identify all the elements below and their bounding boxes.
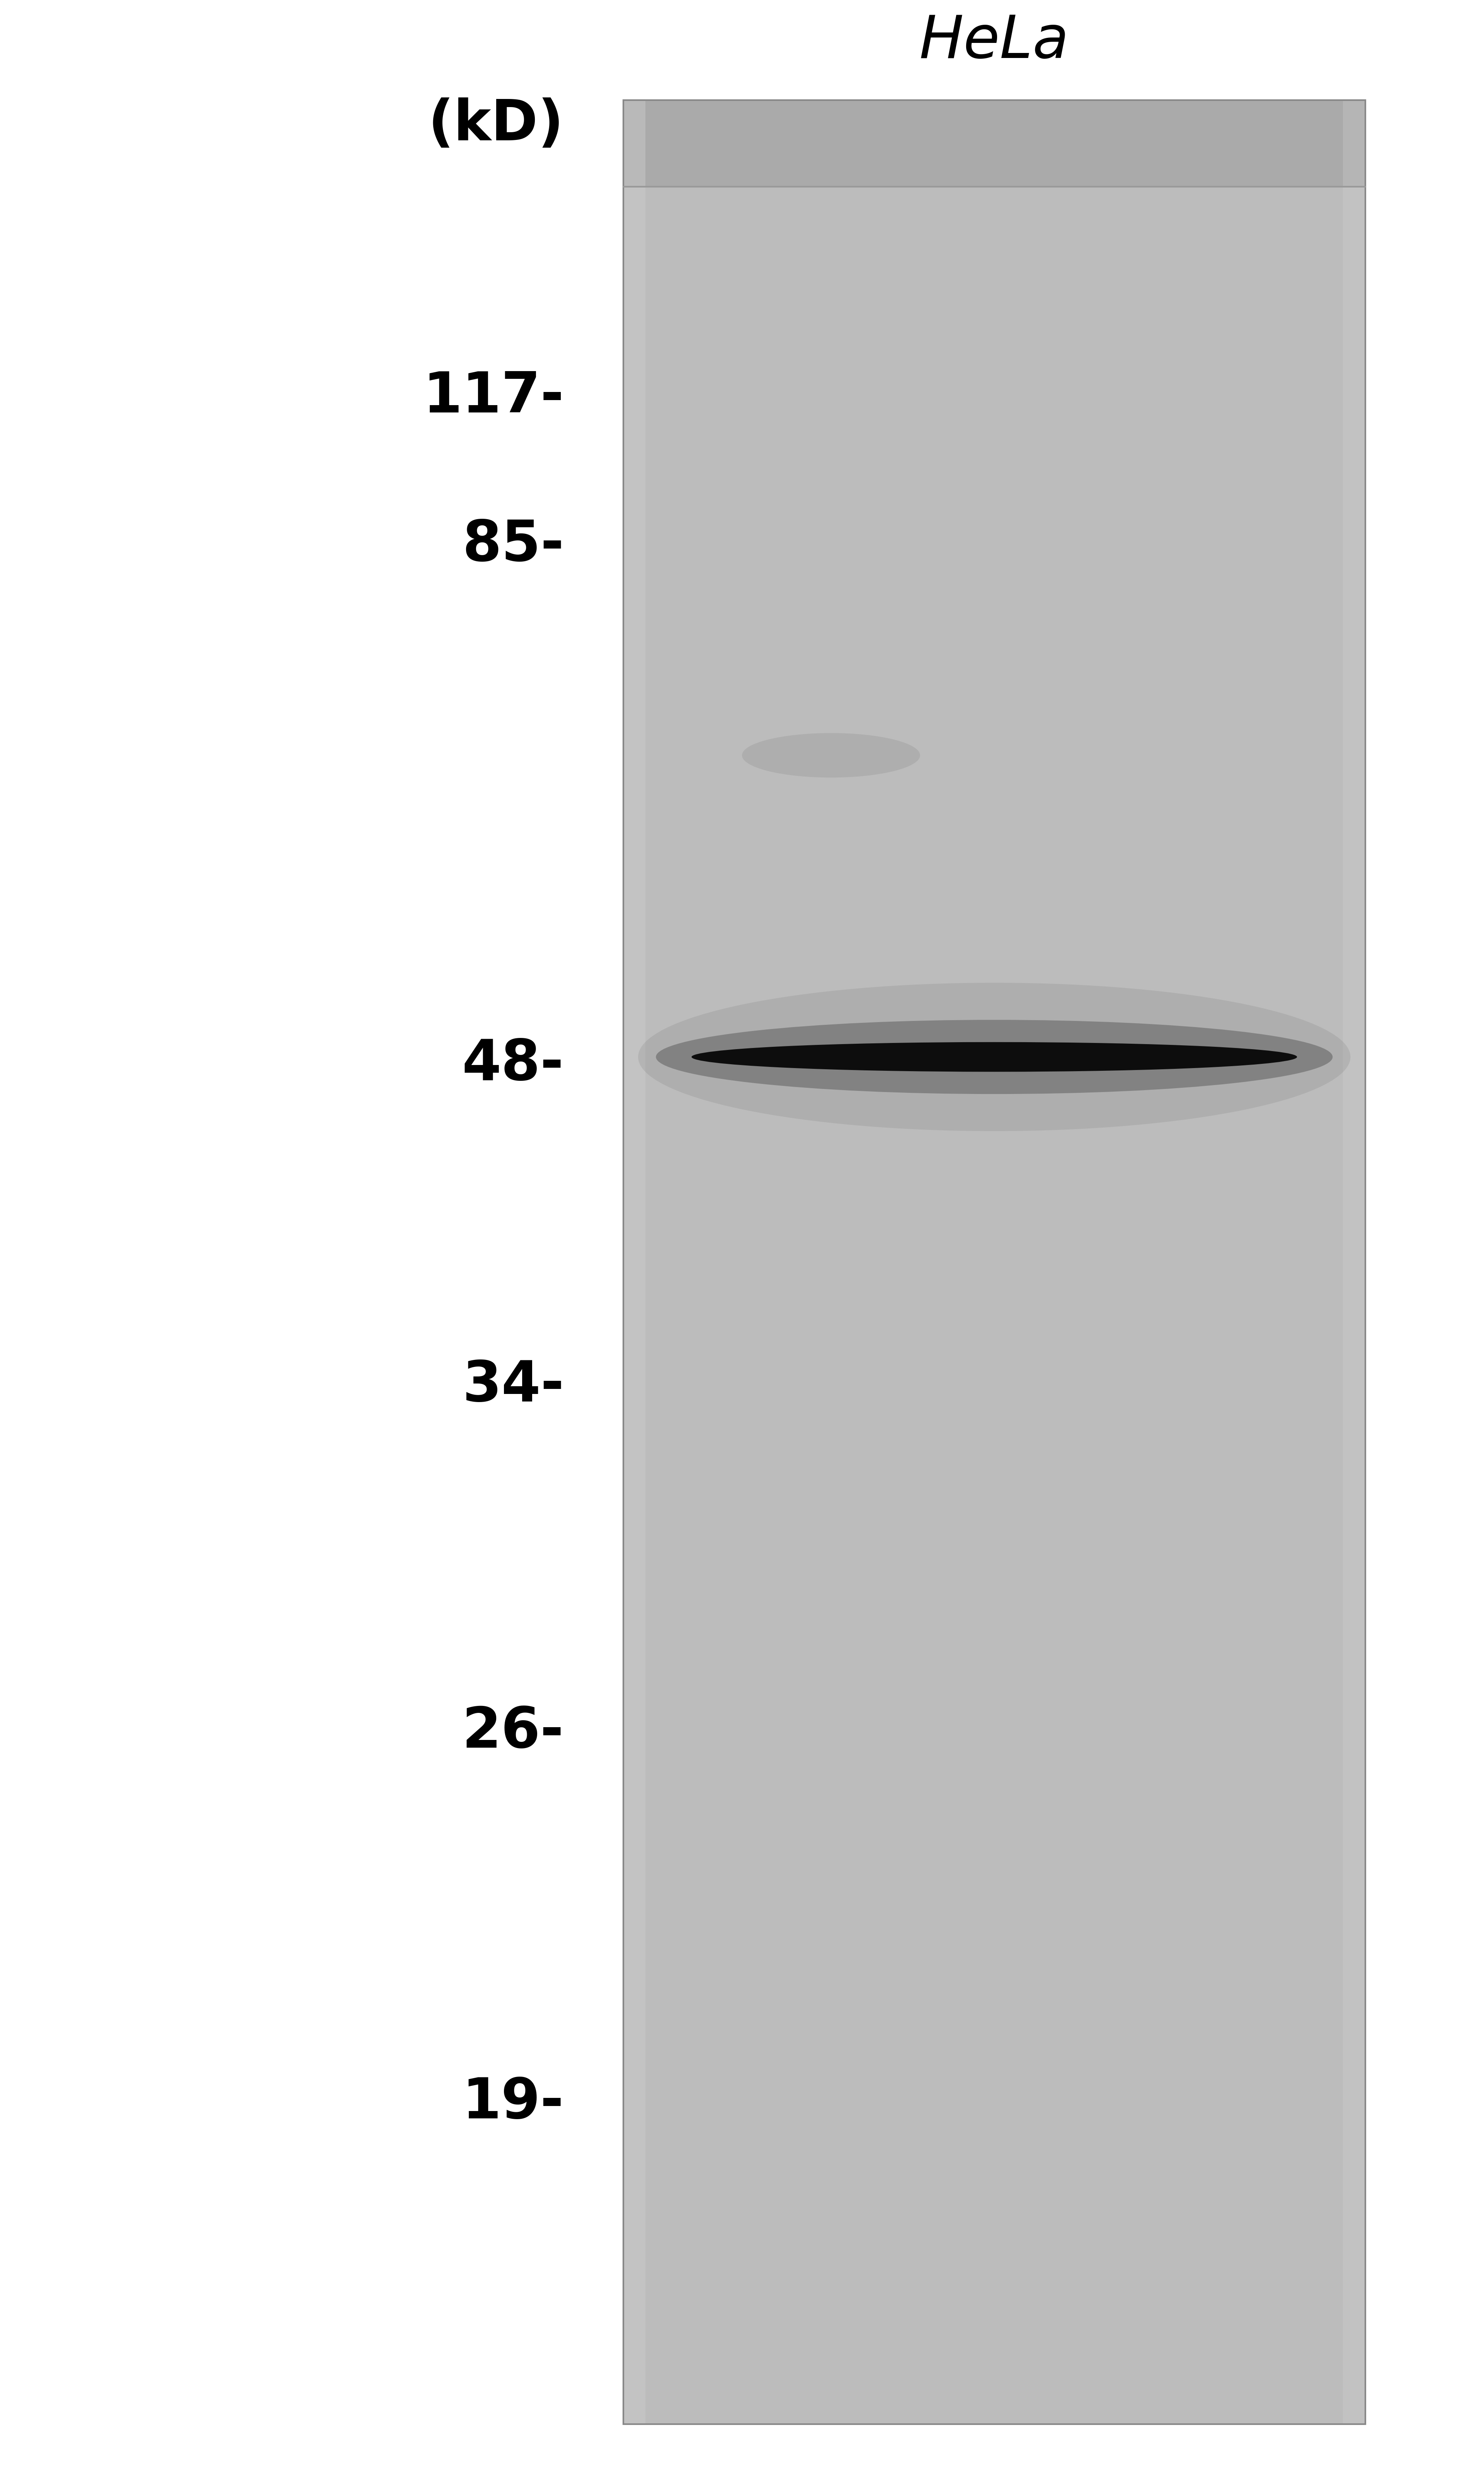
Ellipse shape (692, 1042, 1297, 1071)
Bar (623, 99, 646, 2424)
Text: 26-: 26- (462, 1705, 564, 1760)
Bar (1343, 99, 1365, 2424)
Text: 34-: 34- (462, 1357, 564, 1412)
Text: 85-: 85- (462, 517, 564, 572)
Text: 48-: 48- (462, 1037, 564, 1091)
Text: 19-: 19- (462, 2076, 564, 2131)
Ellipse shape (638, 982, 1350, 1131)
Text: 117-: 117- (423, 370, 564, 425)
Ellipse shape (742, 733, 920, 778)
Ellipse shape (656, 1019, 1333, 1094)
Bar (623, 99, 1365, 186)
Text: HeLa: HeLa (920, 12, 1068, 70)
Text: (kD): (kD) (427, 97, 564, 152)
Bar (623, 186, 1365, 2424)
Bar (623, 99, 1365, 2424)
